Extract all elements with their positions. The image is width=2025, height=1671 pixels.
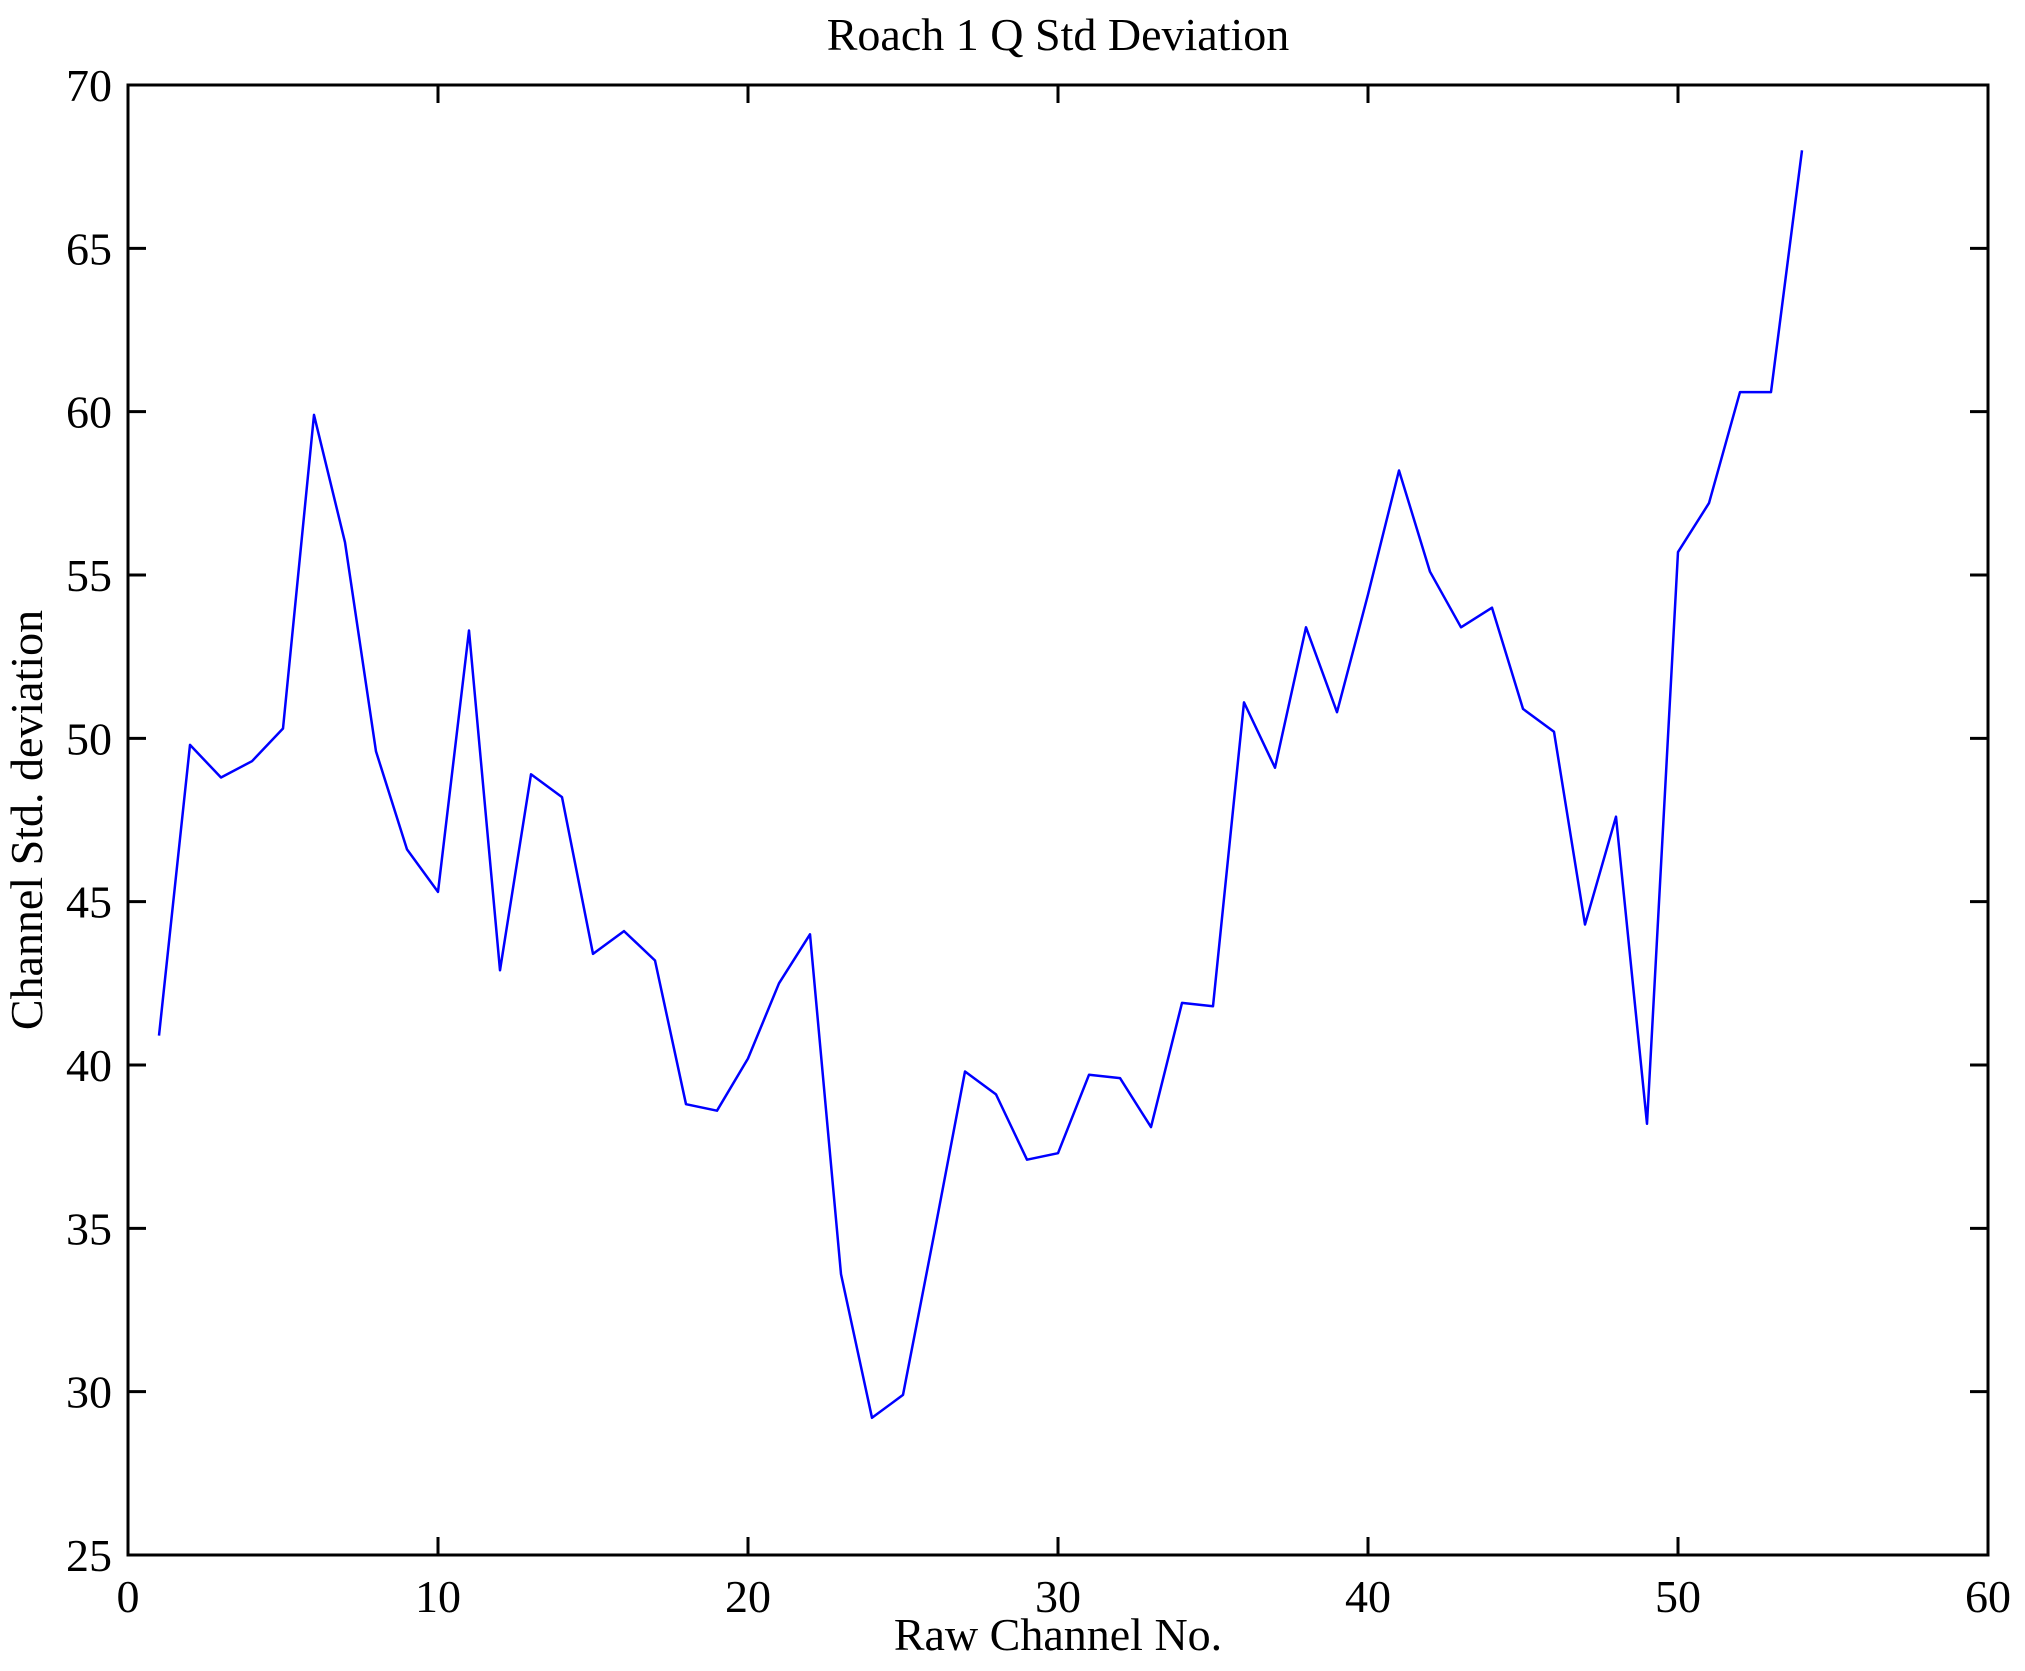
x-tick-label: 40 — [1345, 1571, 1391, 1622]
x-tick-label: 10 — [415, 1571, 461, 1622]
y-tick-labels: 25 30 35 40 45 50 55 60 65 70 — [66, 60, 112, 1581]
y-tick-label: 50 — [66, 713, 112, 764]
y-tick-label: 65 — [66, 223, 112, 274]
data-series-line — [157, 150, 1804, 1420]
y-tick-label: 55 — [66, 550, 112, 601]
y-tick-label: 30 — [66, 1367, 112, 1418]
chart-title: Roach 1 Q Std Deviation — [827, 9, 1290, 60]
y-tick-label: 35 — [66, 1203, 112, 1254]
y-axis-label: Channel Std. deviation — [1, 610, 52, 1030]
y-tick-label: 70 — [66, 60, 112, 111]
x-tick-labels: 0 10 20 30 40 50 60 — [117, 1571, 2012, 1622]
x-tick-label: 20 — [725, 1571, 771, 1622]
x-tick-label: 30 — [1035, 1571, 1081, 1622]
y-tick-label: 60 — [66, 387, 112, 438]
x-tick-label: 0 — [117, 1571, 140, 1622]
x-tick-label: 50 — [1655, 1571, 1701, 1622]
y-tick-label: 45 — [66, 877, 112, 928]
x-tick-label: 60 — [1965, 1571, 2011, 1622]
y-tick-label: 40 — [66, 1040, 112, 1091]
x-axis-label: Raw Channel No. — [894, 1609, 1222, 1660]
y-tick-label: 25 — [66, 1530, 112, 1581]
tick-marks — [126, 83, 1990, 1557]
plot-box — [126, 83, 1990, 1557]
